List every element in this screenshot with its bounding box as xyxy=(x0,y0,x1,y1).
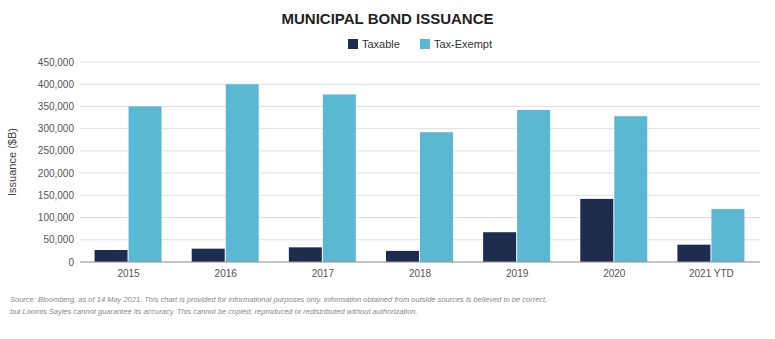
x-tick-label: 2019 xyxy=(506,268,529,279)
y-tick-label: 450,000 xyxy=(38,57,75,68)
bar xyxy=(483,232,516,262)
y-tick-label: 300,000 xyxy=(38,123,75,134)
bar xyxy=(677,245,710,262)
y-tick-label: 50,000 xyxy=(43,234,74,245)
y-axis-label: Issuance ($B) xyxy=(6,128,18,196)
chart: MUNICIPAL BOND ISSUANCE 0 50,000 100,000 150… xyxy=(0,0,775,339)
grid-line xyxy=(80,62,760,63)
y-tick-label: 200,000 xyxy=(38,168,75,179)
bar xyxy=(129,106,162,262)
y-axis: 0 50,000 100,000 150,000 200,000 250,000 300,0… xyxy=(38,57,760,268)
bar xyxy=(517,110,550,262)
bar xyxy=(711,209,744,262)
bar xyxy=(580,199,613,262)
bar xyxy=(192,249,225,262)
x-tick-label: 2015 xyxy=(117,268,140,279)
footnote: but Loomis Sayles cannot guarantee its a… xyxy=(10,307,418,316)
y-tick-label: 250,000 xyxy=(38,145,75,156)
title: MUNICIPAL BOND ISSUANCE xyxy=(282,10,494,27)
legend-label: Tax-Exempt xyxy=(434,38,492,50)
legend: Taxable Tax-Exempt xyxy=(348,38,492,50)
bar xyxy=(614,116,647,262)
grid-line xyxy=(80,128,760,129)
footnote: Source: Bloomberg, as of 14 May 2021. Th… xyxy=(10,295,547,304)
legend-label: Taxable xyxy=(362,38,400,50)
y-tick-label: 350,000 xyxy=(38,101,75,112)
legend-swatch xyxy=(420,39,430,49)
bars xyxy=(95,84,745,262)
bar xyxy=(226,84,259,262)
bar xyxy=(420,132,453,262)
y-tick-label: 100,000 xyxy=(38,212,75,223)
x-tick-label: 2020 xyxy=(603,268,626,279)
x-axis-line xyxy=(80,262,760,263)
legend-swatch xyxy=(348,39,358,49)
x-tick-label: 2017 xyxy=(312,268,335,279)
grid-line xyxy=(80,84,760,85)
bar xyxy=(386,251,419,262)
y-tick-label: 150,000 xyxy=(38,190,75,201)
bar xyxy=(289,247,322,262)
x-tick-label: 2016 xyxy=(215,268,238,279)
grid-line xyxy=(80,106,760,107)
bar xyxy=(95,250,128,262)
x-tick-label: 2018 xyxy=(409,268,432,279)
grid-line xyxy=(80,262,760,263)
y-tick-label: 400,000 xyxy=(38,79,75,90)
x-tick-label: 2021 YTD xyxy=(689,268,734,279)
bar xyxy=(323,94,356,262)
y-tick-label: 0 xyxy=(68,257,74,268)
